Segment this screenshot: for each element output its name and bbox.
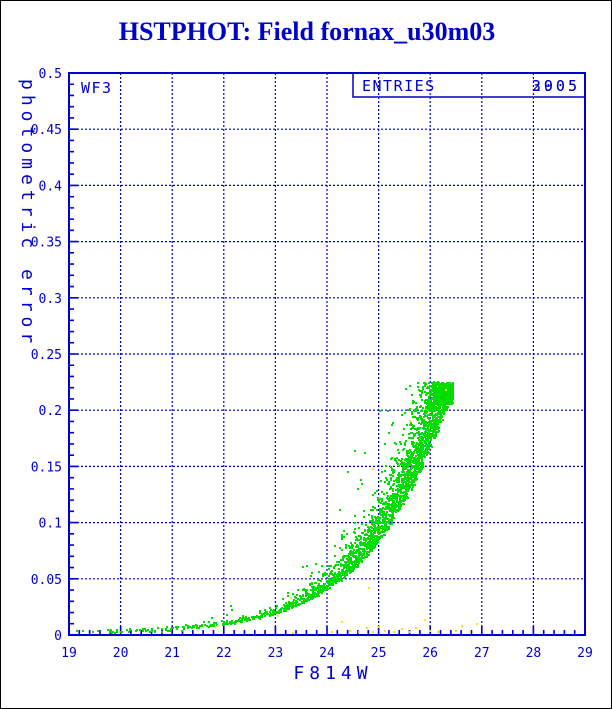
x-tick-label: 24 [319, 646, 335, 661]
y-tick-label: 0.05 [31, 573, 62, 588]
entries-label: ENTRIES [362, 77, 436, 95]
x-tick-label: 23 [268, 646, 284, 661]
x-tick-labels: 19 20 21 22 23 24 25 26 27 28 29 [61, 646, 593, 661]
y-tick-label: 0.35 [31, 236, 62, 251]
entries-value-1: 2905 [532, 77, 580, 95]
y-tick-label: 0.1 [39, 517, 62, 532]
grid-path [69, 73, 585, 635]
y-tick-labels: 0 0.05 0.1 0.15 0.2 0.25 0.3 0.35 0.4 0.45 0.5 [31, 67, 62, 644]
y-tick-label: 0.2 [39, 404, 62, 419]
x-tick-label: 22 [216, 646, 232, 661]
x-axis-label: F814W [293, 663, 372, 684]
x-tick-label: 25 [371, 646, 387, 661]
y-tick-label: 0 [54, 629, 62, 644]
y-tick-label: 0.45 [31, 123, 62, 138]
y-axis-label: photometric error [17, 79, 38, 348]
grid-lines [69, 73, 585, 635]
y-tick-label: 0.25 [31, 348, 62, 363]
x-tick-label: 28 [526, 646, 542, 661]
x-tick-label: 29 [577, 646, 593, 661]
x-tick-label: 27 [474, 646, 490, 661]
scatter-green [76, 381, 454, 634]
x-tick-label: 21 [164, 646, 180, 661]
entries-box [352, 72, 586, 98]
y-tick-label: 0.5 [39, 67, 62, 82]
panel-label: WF3 [81, 79, 113, 97]
x-tick-label: 20 [113, 646, 129, 661]
scatter-yellow [217, 389, 478, 634]
plot-frame [68, 72, 586, 636]
x-tick-label: 19 [61, 646, 77, 661]
entries-value-2: 3005 [532, 77, 580, 95]
y-tick-label: 0.4 [39, 179, 63, 194]
x-tick-label: 26 [422, 646, 438, 661]
y-tick-label: 0.3 [39, 292, 62, 307]
y-tick-label: 0.15 [31, 460, 62, 475]
page-title: HSTPHOT: Field fornax_u30m03 [118, 17, 496, 46]
scatter-points [76, 381, 478, 634]
